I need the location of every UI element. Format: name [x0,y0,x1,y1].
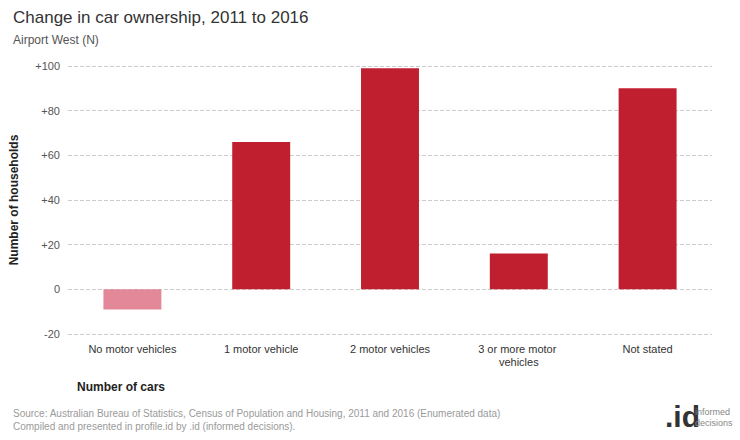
svg-text:3 or more motor: 3 or more motor [478,343,559,355]
svg-text:+80: +80 [41,105,60,117]
svg-text:2 motor vehicles: 2 motor vehicles [350,343,431,355]
svg-text:Change in car ownership, 2011: Change in car ownership, 2011 to 2016 [13,8,309,27]
svg-text:Not stated: Not stated [623,343,673,355]
svg-text:Airport West (N): Airport West (N) [13,33,99,47]
svg-text:decisions: decisions [695,418,733,428]
svg-text:Number of households: Number of households [7,134,21,265]
svg-text:No motor vehicles: No motor vehicles [88,343,177,355]
svg-text:0: 0 [54,283,60,295]
svg-text:-20: -20 [44,328,60,340]
svg-text:+100: +100 [35,60,60,72]
svg-text:+40: +40 [41,194,60,206]
svg-text:.id: .id [665,399,700,433]
svg-text:informed: informed [695,407,733,417]
svg-text:+20: +20 [41,239,60,251]
svg-text:Source: Australian Bureau of S: Source: Australian Bureau of Statistics,… [13,408,500,419]
svg-text:1 motor vehicle: 1 motor vehicle [224,343,299,355]
svg-text:Compiled and presented in prof: Compiled and presented in profile.id by … [13,421,295,432]
svg-text:Number of cars: Number of cars [77,380,165,394]
svg-text:vehicles: vehicles [499,356,539,368]
svg-text:+60: +60 [41,149,60,161]
